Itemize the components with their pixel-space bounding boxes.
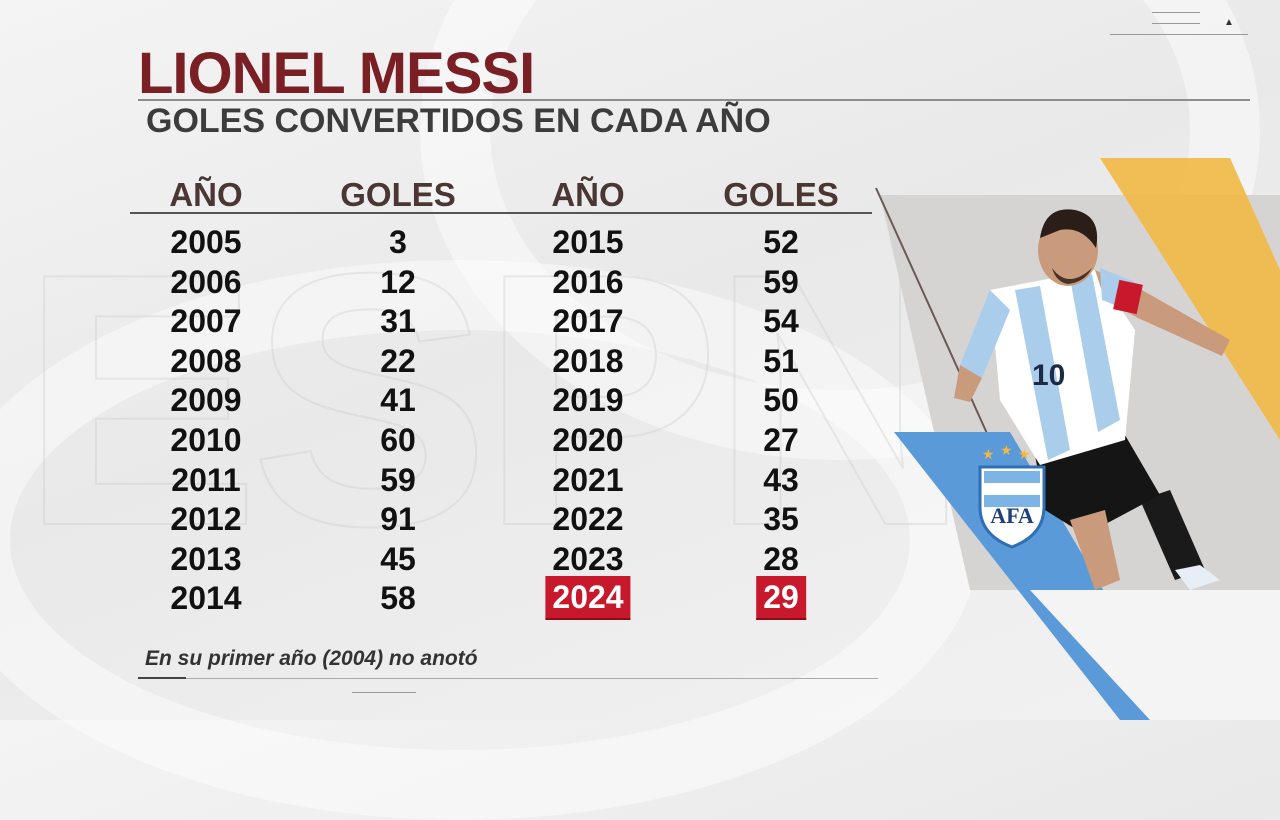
header-goals-left: GOLES (340, 176, 456, 213)
title-divider (138, 99, 1250, 101)
goals-cell: 22 (380, 342, 416, 379)
goals-table: 2005 3 2015 52 2006 12 2016 59 2007 31 2017 54 2008 2… (0, 224, 900, 621)
year-cell: 2019 (552, 382, 624, 419)
goals-cell: 27 (763, 421, 799, 458)
year-cell: 2024 (545, 576, 631, 621)
goals-cell: 3 (389, 224, 407, 260)
goals-cell: 58 (380, 580, 416, 617)
header-divider (130, 212, 872, 214)
year-cell: 2020 (552, 421, 624, 458)
goals-cell: 12 (380, 263, 416, 300)
year-cell: 2008 (170, 342, 242, 379)
crest-initials: AFA (990, 503, 1034, 528)
caret-up-icon[interactable]: ▲ (1224, 17, 1234, 28)
year-cell: 2017 (552, 303, 624, 340)
year-cell: 2013 (170, 540, 242, 577)
goals-cell: 35 (763, 501, 799, 538)
goals-cell: 91 (380, 501, 416, 538)
afa-crest-icon: ★ ★ ★ AFA (978, 442, 1046, 549)
year-cell: 2006 (170, 263, 242, 300)
table-row: 2009 41 2019 50 (0, 382, 900, 422)
table-row: 2014 58 2024 29 (0, 576, 900, 621)
year-cell: 2018 (552, 342, 624, 379)
year-cell: 2005 (170, 224, 242, 260)
year-cell: 2010 (170, 421, 242, 458)
year-cell: 2007 (170, 303, 242, 340)
table-row: 2013 45 2023 28 (0, 541, 900, 581)
goals-cell: 60 (380, 421, 416, 458)
goals-cell: 29 (756, 576, 806, 621)
menu-icon-line (1152, 23, 1200, 24)
goals-cell: 52 (763, 224, 799, 260)
table-row: 2011 59 2021 43 (0, 462, 900, 502)
table-row: 2008 22 2018 51 (0, 343, 900, 383)
goals-cell: 28 (763, 540, 799, 577)
table-row: 2006 12 2016 59 (0, 264, 900, 304)
svg-text:★: ★ (982, 446, 995, 462)
bottom-rule-short (352, 692, 416, 693)
header-goals-right: GOLES (723, 176, 839, 213)
year-cell: 2014 (170, 580, 242, 617)
jersey-number: 10 (1032, 359, 1065, 392)
table-row: 2010 60 2020 27 (0, 422, 900, 462)
svg-text:★: ★ (1018, 446, 1031, 462)
year-cell: 2016 (552, 263, 624, 300)
top-rule (1110, 34, 1248, 35)
year-cell: 2021 (552, 461, 624, 498)
year-cell: 2011 (171, 461, 241, 498)
background-watermark: ESPN (19, 199, 971, 601)
goals-cell: 45 (380, 540, 416, 577)
table-row: 2005 3 2015 52 (0, 224, 900, 264)
year-cell: 2023 (552, 540, 624, 577)
year-cell: 2012 (170, 501, 242, 538)
goals-cell: 43 (763, 461, 799, 498)
svg-text:★: ★ (1000, 442, 1013, 458)
goals-cell: 41 (380, 382, 416, 419)
goals-cell: 59 (763, 263, 799, 300)
footnote: En su primer año (2004) no anotó (145, 647, 478, 670)
header-year-right: AÑO (551, 176, 625, 213)
goals-cell: 59 (380, 461, 416, 498)
year-cell: 2015 (552, 224, 624, 260)
year-cell: 2009 (170, 382, 242, 419)
yellow-accent-stripe (1100, 158, 1280, 440)
table-row: 2007 31 2017 54 (0, 303, 900, 343)
goals-cell: 51 (763, 342, 799, 379)
photo-lower-panel (1030, 590, 1280, 720)
player-figure: 10 (954, 209, 1230, 590)
year-cell: 2022 (552, 501, 624, 538)
header-year-left: AÑO (169, 176, 243, 213)
bottom-rule (138, 678, 878, 679)
page-title: LIONEL MESSI (138, 41, 535, 106)
goals-cell: 31 (380, 303, 416, 340)
goals-cell: 54 (763, 303, 799, 340)
menu-icon[interactable] (1152, 12, 1200, 13)
player-photo: 10 ★ ★ ★ AFA (870, 150, 1280, 720)
table-row: 2012 91 2022 35 (0, 501, 900, 541)
page-subtitle: GOLES CONVERTIDOS EN CADA AÑO (146, 102, 771, 140)
bottom-rule-mark (138, 677, 186, 679)
goals-cell: 50 (763, 382, 799, 419)
